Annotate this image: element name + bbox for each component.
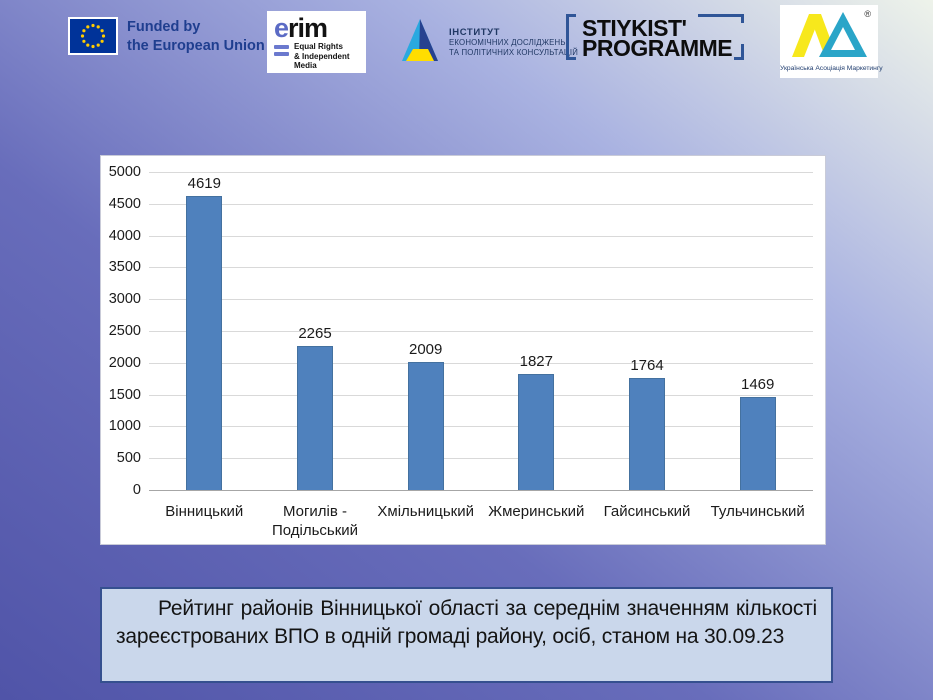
ier-line1: ІНСТИТУТ <box>449 27 501 38</box>
bar-6 <box>739 396 776 490</box>
y-tick-label: 4500 <box>108 195 141 212</box>
gridline <box>149 490 813 491</box>
stiykist-line1: STIYKIST' <box>582 15 687 41</box>
stiykist-wordmark: STIYKIST' PROGRAMME <box>566 14 744 61</box>
uam-monogram-icon <box>789 12 869 63</box>
category-label: Вінницький <box>165 503 244 520</box>
gridline <box>149 458 813 460</box>
erim-wordmark: erim <box>274 13 359 43</box>
category-label: Жмеринський <box>488 503 585 520</box>
ier-logo: ІНСТИТУТ ЕКОНОМІЧНИХ ДОСЛІДЖЕНЬ ТА ПОЛІТ… <box>400 17 578 68</box>
chart-panel: 0 500 1000 1500 2000 2500 3000 3500 4000 4500 5000… <box>100 155 826 545</box>
erim-tagline: Equal Rights & Independent Media <box>294 42 350 70</box>
y-tick-label: 2000 <box>108 354 141 371</box>
ier-text: ІНСТИТУТ ЕКОНОМІЧНИХ ДОСЛІДЖЕНЬ ТА ПОЛІТ… <box>449 17 578 68</box>
bar-value-label: 1827 <box>519 352 553 370</box>
erim-logo: erim Equal Rights & Independent Media <box>267 11 366 73</box>
bar-value-label: 1764 <box>630 356 664 374</box>
gridline <box>149 299 813 301</box>
ier-line3: ТА ПОЛІТИЧНИХ КОНСУЛЬТАЦІЙ <box>449 48 579 57</box>
y-tick-label: 500 <box>116 450 141 467</box>
bar-4 <box>518 373 555 490</box>
y-tick-label: 1000 <box>108 418 141 435</box>
gridline <box>149 203 813 205</box>
bar-value-label: 2265 <box>298 324 332 342</box>
gridline <box>149 362 813 364</box>
gridline <box>149 426 813 428</box>
ier-triangle-icon <box>400 17 440 68</box>
category-label: Могилів - Подільський <box>271 503 359 539</box>
stiykist-left-bracket-icon <box>566 14 576 60</box>
gridline <box>149 172 813 173</box>
caption-box: Рейтинг районів Вінницької області за се… <box>100 587 833 683</box>
stiykist-top-line-icon <box>698 14 744 23</box>
eu-funding-line1: Funded by <box>127 19 201 35</box>
bar-2 <box>297 345 333 490</box>
bar-value-label: 4619 <box>187 175 221 193</box>
bar-5 <box>629 377 665 490</box>
y-tick-label: 1500 <box>108 386 141 403</box>
y-tick-label: 3000 <box>108 291 141 308</box>
bar-3 <box>407 362 444 490</box>
uam-logo: ® Українська Асоціація Маркетингу <box>780 5 883 78</box>
gridline <box>149 267 813 269</box>
y-tick-label: 0 <box>132 482 141 498</box>
ier-line2: ЕКОНОМІЧНИХ ДОСЛІДЖЕНЬ <box>449 38 566 47</box>
registered-trademark-icon: ® <box>864 9 871 19</box>
y-tick-label: 3500 <box>108 259 141 276</box>
y-tick-label: 2500 <box>108 323 141 339</box>
stiykist-programme-logo: STIYKIST' PROGRAMME <box>566 14 744 60</box>
gridline <box>149 331 813 332</box>
erim-bars-icon <box>274 42 289 71</box>
y-tick-label: 4000 <box>108 227 141 244</box>
bar-value-label: 1469 <box>741 375 775 393</box>
caption-text: Рейтинг районів Вінницької області за се… <box>116 597 817 648</box>
bar-1 <box>186 196 223 490</box>
category-label: Хмільницький <box>377 503 474 520</box>
erim-wordmark-e: e <box>274 13 289 43</box>
eu-funding-text: Funded by the European Union <box>127 17 265 60</box>
eu-funding-logo: Funded by the European Union <box>68 17 265 60</box>
gridline <box>149 235 813 237</box>
eu-funding-line2: the European Union <box>127 38 265 54</box>
uam-caption: Українська Асоціація Маркетингу <box>780 65 883 72</box>
erim-wordmark-rim: rim <box>288 13 328 43</box>
stiykist-line2: PROGRAMME <box>582 35 733 61</box>
category-label: Тульчинський <box>710 503 805 520</box>
eu-flag-icon <box>68 17 118 60</box>
stiykist-right-bracket-icon <box>734 44 744 60</box>
bar-value-label: 2009 <box>409 341 443 359</box>
gridline <box>149 394 813 396</box>
category-label: Гайсинський <box>603 503 691 520</box>
y-tick-label: 5000 <box>108 164 141 180</box>
